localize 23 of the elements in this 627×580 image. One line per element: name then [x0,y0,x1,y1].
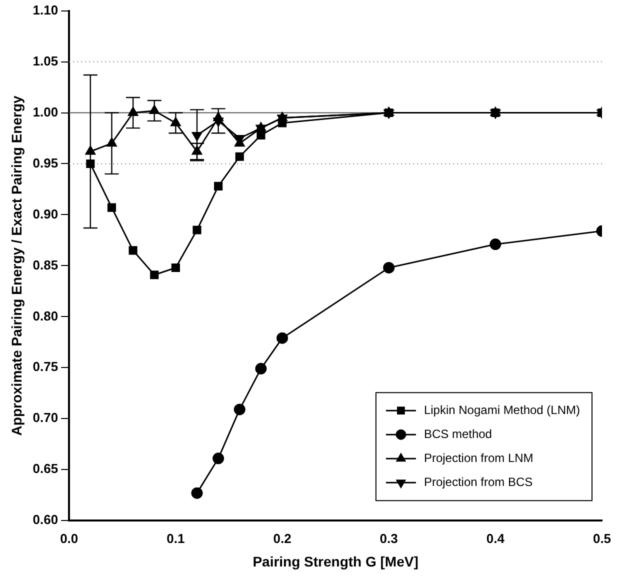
y-tick-label: 0.75 [32,359,58,374]
y-tick-label: 1.10 [32,2,58,18]
y-tick-label: 0.80 [32,308,58,324]
x-tick-label: 0.0 [60,530,78,546]
legend-label: BCS method [424,426,492,441]
x-tick-label: 0.1 [166,530,185,546]
y-tick-label: 0.85 [32,257,58,272]
y-tick-label: 0.95 [32,155,58,170]
x-tick-label: 0.3 [380,530,398,546]
y-tick-label: 0.70 [32,410,58,426]
y-tick-label: 1.00 [32,104,58,120]
legend-label: Lipkin Nogami Method (LNM) [424,402,580,417]
legend-label: Projection from LNM [424,450,534,465]
x-tick-label: 0.5 [592,530,612,546]
x-tick-label: 0.4 [486,530,506,546]
y-axis-title: Approximate Pairing Energy / Exact Pairing Energy [8,95,24,436]
y-tick-label: 1.05 [32,53,58,68]
y-tick-label: 0.65 [32,461,58,476]
y-tick-label: 0.90 [32,206,58,222]
y-tick-label: 0.60 [32,512,58,528]
x-axis-title: Pairing Strength G [MeV] [252,553,418,570]
legend-label: Projection from BCS [424,474,533,489]
x-tick-label: 0.2 [273,530,292,546]
